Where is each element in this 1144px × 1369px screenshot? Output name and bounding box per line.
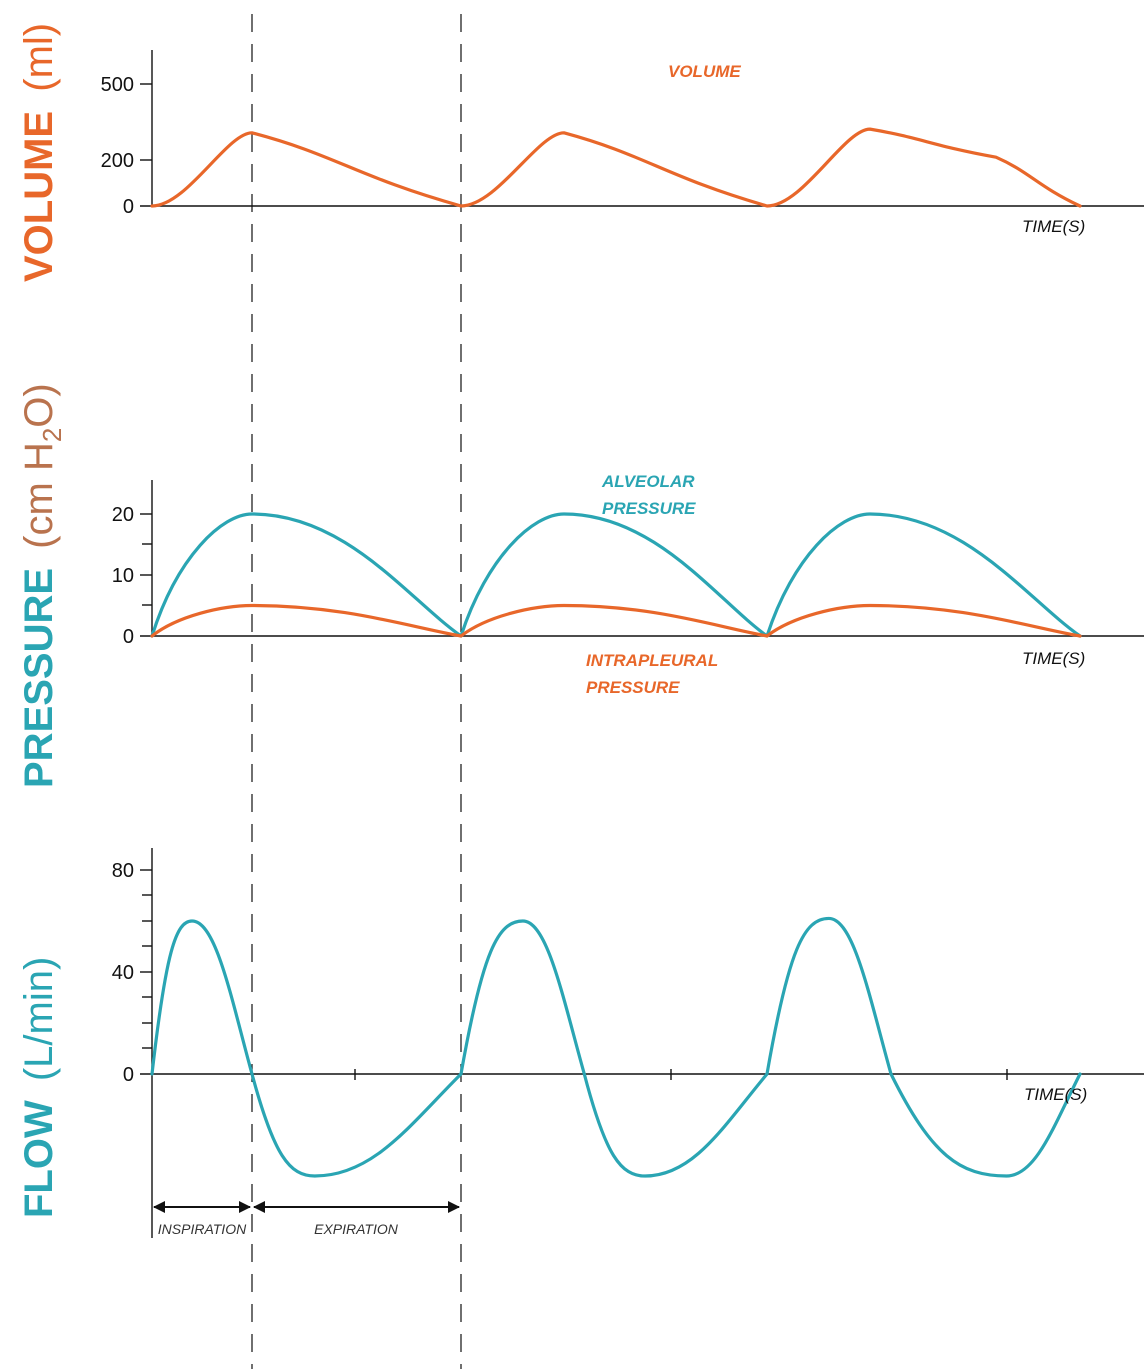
flow-tick-label-0: 0 [123,1064,134,1086]
pressure-panel: 20 10 0 ALVEOLAR PRESSURE INTRAPLEURAL P… [112,472,1144,697]
flow-tick-label-40: 40 [112,962,134,984]
volume-curve [150,127,1082,208]
flow-title-unit: (L/min) [17,957,61,1081]
inspiration-label: INSPIRATION [158,1221,247,1237]
pressure-tick-label-10: 10 [112,565,134,587]
intrapleural-pressure-curve [150,603,1082,638]
pressure-time-label: TIME(S) [1022,649,1085,668]
volume-title-main: VOLUME [17,111,61,282]
volume-panel: 500 200 0 VOLUME TIME(S) [101,50,1144,236]
flow-tick-label-80: 80 [112,860,134,882]
volume-time-label: TIME(S) [1022,217,1085,236]
pressure-title-unit-open: (cm H [17,442,61,549]
pressure-title-unit-sub: 2 [37,428,67,442]
flow-time-label: TIME(S) [1024,1085,1087,1104]
volume-tick-label-200: 200 [101,150,134,172]
flow-title-main: FLOW [17,1100,61,1218]
intrapleural-label-line2: PRESSURE [586,678,680,697]
alveolar-label-line2: PRESSURE [602,499,696,518]
flow-panel: 80 40 0 TIME(S) INSPIRATION EXPIRATION [112,848,1144,1238]
alveolar-label-line1: ALVEOLAR [601,472,695,491]
pressure-tick-label-0: 0 [123,626,134,648]
volume-series-label: VOLUME [668,62,741,81]
volume-axis-title: VOLUME (ml) [17,23,61,282]
pressure-title-unit-close: O) [17,383,61,427]
flow-curve [150,916,1082,1178]
volume-tick-label-500: 500 [101,74,134,96]
pressure-title-main: PRESSURE [17,568,61,788]
pressure-axis-title: PRESSURE (cm H2O) [17,383,67,788]
intrapleural-label-line1: INTRAPLEURAL [586,651,718,670]
expiration-label: EXPIRATION [314,1221,399,1237]
volume-tick-label-0: 0 [123,196,134,218]
alveolar-pressure-curve [150,512,1082,638]
flow-axis-title: FLOW (L/min) [17,957,61,1218]
volume-title-unit: (ml) [17,23,61,92]
pressure-tick-label-20: 20 [112,504,134,526]
